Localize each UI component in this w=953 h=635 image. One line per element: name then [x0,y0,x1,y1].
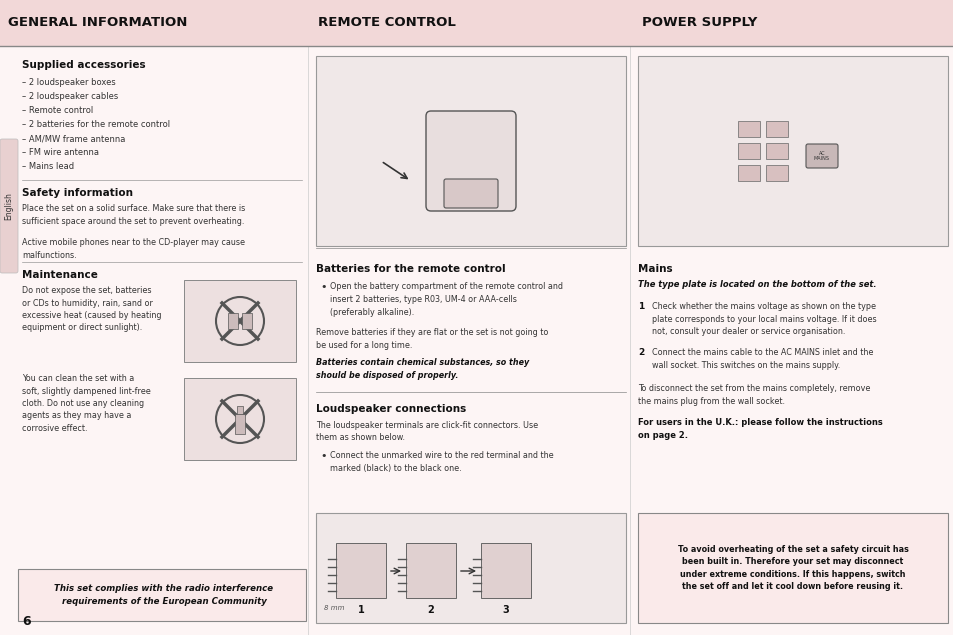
Text: Connect the mains cable to the AC MAINS inlet and the
wall socket. This switches: Connect the mains cable to the AC MAINS … [651,348,872,370]
Text: The loudspeaker terminals are click-fit connectors. Use
them as shown below.: The loudspeaker terminals are click-fit … [315,421,537,443]
Bar [242,313,252,329]
Text: Safety information: Safety information [22,188,132,198]
Bar [236,406,243,414]
Text: English: English [5,192,13,220]
Bar [765,121,787,137]
Text: 1: 1 [357,605,364,615]
Text: 8 mm: 8 mm [324,605,344,611]
Text: Maintenance: Maintenance [22,270,98,280]
Text: – Mains lead: – Mains lead [22,162,74,171]
Text: – 2 loudspeaker cables: – 2 loudspeaker cables [22,92,118,101]
FancyBboxPatch shape [805,144,837,168]
Text: •: • [319,282,326,292]
Text: The type plate is located on the bottom of the set.: The type plate is located on the bottom … [638,280,876,289]
Text: Place the set on a solid surface. Make sure that there is
sufficient space aroun: Place the set on a solid surface. Make s… [22,204,245,225]
Bar [0,0,953,46]
Text: To disconnect the set from the mains completely, remove
the mains plug from the : To disconnect the set from the mains com… [638,384,869,406]
Text: – 2 loudspeaker boxes: – 2 loudspeaker boxes [22,78,115,87]
Bar [638,56,947,246]
Text: – FM wire antenna: – FM wire antenna [22,148,99,157]
Text: (preferably alkaline).: (preferably alkaline). [330,308,414,317]
Bar [234,414,245,434]
Bar [738,121,760,137]
FancyBboxPatch shape [443,179,497,208]
Text: Batteries for the remote control: Batteries for the remote control [315,264,505,274]
FancyBboxPatch shape [0,139,18,273]
Text: This set complies with the radio interference
requirements of the European Commu: This set complies with the radio interfe… [54,584,274,606]
Bar [765,143,787,159]
Text: Supplied accessories: Supplied accessories [22,60,146,70]
Text: Connect the unmarked wire to the red terminal and the
marked (black) to the blac: Connect the unmarked wire to the red ter… [330,451,553,472]
Text: Remove batteries if they are flat or the set is not going to
be used for a long : Remove batteries if they are flat or the… [315,328,548,349]
FancyBboxPatch shape [184,378,295,460]
Bar [480,543,531,598]
Text: REMOTE CONTROL: REMOTE CONTROL [317,17,456,29]
Text: 1: 1 [638,302,643,311]
Text: Mains: Mains [638,264,672,274]
Bar [18,569,306,621]
Text: You can clean the set with a
soft, slightly dampened lint-free
cloth. Do not use: You can clean the set with a soft, sligh… [22,374,151,433]
Bar [738,143,760,159]
Bar [315,56,625,246]
Text: – Remote control: – Remote control [22,106,93,115]
Text: 2: 2 [427,605,434,615]
Text: GENERAL INFORMATION: GENERAL INFORMATION [8,17,187,29]
Text: •: • [319,451,326,461]
Text: AC
MAINS: AC MAINS [813,150,829,161]
Text: Open the battery compartment of the remote control and: Open the battery compartment of the remo… [330,282,562,291]
Text: – 2 batteries for the remote control: – 2 batteries for the remote control [22,120,170,129]
Text: Loudspeaker connections: Loudspeaker connections [315,404,466,414]
Text: To avoid overheating of the set a safety circuit has
been built in. Therefore yo: To avoid overheating of the set a safety… [677,545,907,591]
Bar [228,313,237,329]
Bar [335,543,386,598]
Text: – AM/MW frame antenna: – AM/MW frame antenna [22,134,125,143]
Text: Active mobile phones near to the CD-player may cause
malfunctions.: Active mobile phones near to the CD-play… [22,238,245,260]
Text: Do not expose the set, batteries
or CDs to humidity, rain, sand or
excessive hea: Do not expose the set, batteries or CDs … [22,286,161,333]
Bar [315,513,625,623]
Text: 6: 6 [22,615,30,628]
Text: POWER SUPPLY: POWER SUPPLY [641,17,757,29]
Text: insert 2 batteries, type R03, UM-4 or AAA-cells: insert 2 batteries, type R03, UM-4 or AA… [330,295,517,304]
FancyBboxPatch shape [184,280,295,362]
Bar [638,513,947,623]
Text: Check whether the mains voltage as shown on the type
plate corresponds to your l: Check whether the mains voltage as shown… [651,302,876,336]
Bar [765,165,787,181]
Bar [406,543,456,598]
Text: 2: 2 [638,348,643,357]
Text: 3: 3 [502,605,509,615]
Text: Batteries contain chemical substances, so they
should be disposed of properly.: Batteries contain chemical substances, s… [315,358,529,380]
Bar [738,165,760,181]
FancyBboxPatch shape [426,111,516,211]
Text: For users in the U.K.: please follow the instructions
on page 2.: For users in the U.K.: please follow the… [638,418,882,439]
